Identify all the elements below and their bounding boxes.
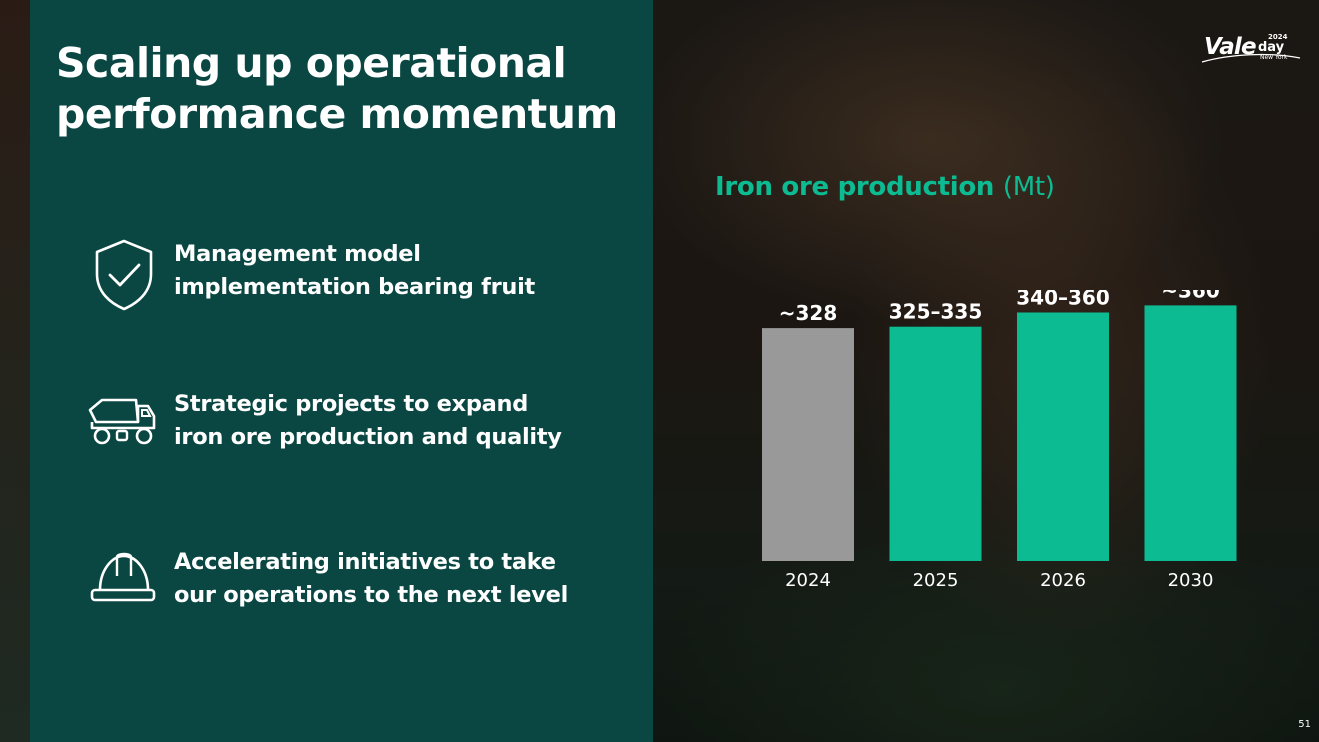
feature-management-model-text: Management model implementation bearing … <box>174 238 535 304</box>
logo-city: New York <box>1260 54 1288 61</box>
logo-day: day <box>1258 40 1285 55</box>
page-number: 51 <box>1298 719 1311 730</box>
feature-1-line-2: implementation bearing fruit <box>174 274 535 300</box>
feature-2-line-1: Strategic projects to expand <box>174 391 529 417</box>
left-edge-strip <box>0 0 30 742</box>
slide-title-line-1: Scaling up operational <box>56 39 567 87</box>
feature-3-line-2: our operations to the next level <box>174 582 568 608</box>
tick-label-2026: 2026 <box>1040 570 1086 591</box>
feature-accelerating-initiatives: Accelerating initiatives to take our ope… <box>86 546 606 626</box>
left-panel <box>30 0 653 742</box>
shield-check-icon <box>95 239 153 311</box>
bar-2024 <box>762 328 854 561</box>
feature-2-line-2: iron ore production and quality <box>174 424 562 450</box>
data-label-2024: ~328 <box>779 301 838 325</box>
data-label-2025: 325–335 <box>889 300 983 324</box>
feature-management-model: Management model implementation bearing … <box>86 238 606 318</box>
tick-label-2025: 2025 <box>913 570 959 591</box>
slide-title: Scaling up operational performance momen… <box>56 38 656 140</box>
tick-label-2030: 2030 <box>1168 570 1214 591</box>
bar-2030 <box>1144 305 1237 561</box>
logo-year: 2024 <box>1268 33 1288 41</box>
logo-swoosh-icon <box>1201 53 1301 63</box>
feature-1-line-1: Management model <box>174 241 421 267</box>
logo-brand: Vale <box>1204 34 1257 60</box>
bar-2026 <box>1017 312 1109 561</box>
bar-2025 <box>889 326 982 561</box>
chart-title-main: Iron ore production <box>715 172 995 202</box>
iron-ore-production-chart: ~328 2024 325–335 2025 340–360 2026 ~360 2030 <box>762 290 1237 591</box>
feature-strategic-projects: Strategic projects to expand iron ore pr… <box>86 388 606 468</box>
hard-hat-icon <box>90 552 156 602</box>
vale-day-logo: Vale 2024 day New York <box>1200 32 1304 66</box>
slide-title-line-2: performance momentum <box>56 90 618 138</box>
chart-title: Iron ore production (Mt) <box>715 172 1055 202</box>
chart-title-unit: (Mt) <box>1002 172 1055 202</box>
feature-accelerating-initiatives-text: Accelerating initiatives to take our ope… <box>174 546 568 612</box>
mining-truck-icon <box>88 398 156 445</box>
data-label-2026: 340–360 <box>1016 290 1110 310</box>
data-label-2030: ~360 <box>1161 290 1220 302</box>
feature-3-line-1: Accelerating initiatives to take <box>174 549 556 575</box>
tick-label-2024: 2024 <box>785 570 831 591</box>
feature-strategic-projects-text: Strategic projects to expand iron ore pr… <box>174 388 562 454</box>
